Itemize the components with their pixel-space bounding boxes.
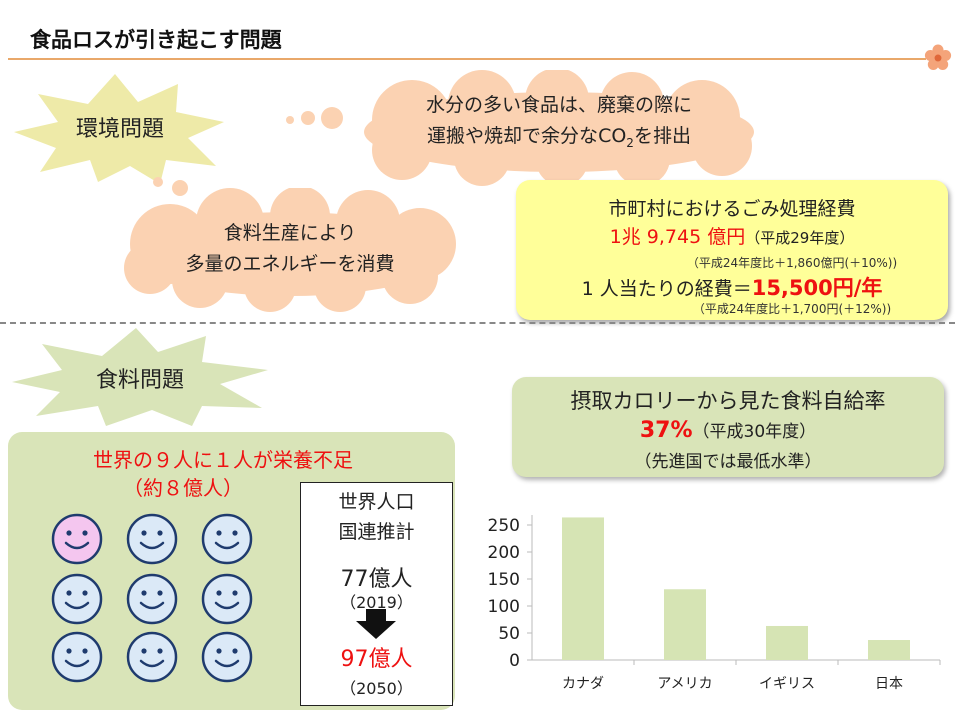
- energy-line-1: 食料生産により: [223, 222, 357, 244]
- population-future-year: （2050）: [340, 679, 413, 698]
- smiley-face-icon: [201, 631, 253, 683]
- food-burst: [12, 328, 268, 426]
- y-tick-label: 0: [509, 651, 520, 671]
- section-divider: [0, 322, 955, 324]
- food-label: 食料問題: [95, 368, 184, 393]
- bar: [868, 640, 910, 660]
- x-tick-label: 日本: [875, 676, 903, 692]
- population-now: 77億人: [340, 567, 413, 592]
- smiley-face-icon: [201, 573, 253, 625]
- self-sufficiency-year: （平成30年度）: [692, 422, 817, 442]
- per-person-note: （平成24年度比＋1,700円(＋12%)): [692, 302, 892, 316]
- x-tick-label: アメリカ: [657, 676, 712, 692]
- garbage-amount-row: 1兆 9,745 億円（平成29年度）: [516, 222, 948, 249]
- energy-line-2: 多量のエネルギーを消費: [185, 253, 395, 275]
- population-box: 世界人口 国連推計 77億人 （2019） 97億人 （2050）: [300, 482, 453, 706]
- garbage-amount-note: （平成24年度比＋1,860億円(＋10%)): [686, 256, 898, 270]
- x-tick-label: カナダ: [562, 676, 604, 692]
- flower-icon: [924, 44, 952, 70]
- smiley-face-icon: [201, 513, 253, 565]
- page-title: 食品ロスが引き起こす問題: [30, 28, 282, 52]
- thought-dots-2: [153, 177, 188, 196]
- smiley-face-icon: [51, 631, 103, 683]
- emission-line-2: 運搬や焼却で余分なCO2を排出: [427, 125, 691, 150]
- environment-label: 環境問題: [75, 117, 164, 142]
- y-tick-label: 100: [488, 597, 520, 617]
- garbage-heading: 市町村におけるごみ処理経費: [608, 198, 856, 220]
- title-divider: [8, 58, 926, 60]
- smiley-face-icon: [51, 513, 103, 565]
- y-tick-label: 150: [488, 570, 520, 590]
- per-person-label: 1 人当たりの経費＝: [581, 278, 752, 300]
- self-sufficiency-rate-row: 37%（平成30年度）: [512, 417, 944, 443]
- bar: [664, 589, 706, 660]
- garbage-cost-box: 市町村におけるごみ処理経費 1兆 9,745 億円（平成29年度） （平成24年…: [516, 180, 948, 320]
- per-person-row: 1 人当たりの経費＝15,500円/年: [516, 272, 948, 302]
- population-title-1: 世界人口: [338, 491, 415, 513]
- emission-line-1: 水分の多い食品は、廃棄の際に: [425, 94, 692, 116]
- population-now-year: （2019）: [340, 593, 413, 612]
- thought-dots: [286, 107, 343, 129]
- x-tick-label: イギリス: [759, 676, 815, 692]
- per-person-value: 15,500円/年: [751, 276, 883, 300]
- self-sufficiency-heading: 摂取カロリーから見た食料自給率: [570, 389, 886, 413]
- malnutrition-line-1: 世界の９人に１人が栄養不足: [93, 448, 353, 472]
- y-tick-label: 250: [488, 516, 520, 536]
- self-sufficiency-chart: 0 50 100 150 200 250 カナダ アメリカ イギリス 日本: [488, 515, 941, 692]
- energy-cloud: [124, 188, 456, 312]
- environment-burst: [14, 74, 224, 184]
- self-sufficiency-rate: 37%: [639, 418, 693, 443]
- smiley-face-icon: [126, 631, 178, 683]
- smiley-face-icon: [126, 573, 178, 625]
- population-title-2: 国連推計: [338, 521, 415, 543]
- self-sufficiency-note: （先進国では最低水準）: [634, 452, 822, 472]
- garbage-amount-year: （平成29年度）: [745, 229, 855, 247]
- population-future: 97億人: [340, 647, 413, 672]
- bar: [766, 625, 808, 660]
- energy-text: 食料生産により 多量のエネルギーを消費: [110, 218, 470, 280]
- malnutrition-line-2: （約８億人）: [123, 476, 243, 500]
- bar: [562, 517, 604, 660]
- smiley-face-icon: [51, 573, 103, 625]
- emission-text: 水分の多い食品は、廃棄の際に 運搬や焼却で余分なCO2を排出: [342, 90, 776, 159]
- smiley-face-icon: [126, 513, 178, 565]
- self-sufficiency-box: 摂取カロリーから見た食料自給率 37%（平成30年度） （先進国では最低水準）: [512, 377, 944, 477]
- garbage-amount: 1兆 9,745 億円: [609, 226, 746, 248]
- y-tick-label: 50: [498, 624, 520, 644]
- emission-cloud: [364, 70, 754, 186]
- y-tick-label: 200: [488, 543, 520, 563]
- down-arrow-icon: [356, 609, 396, 639]
